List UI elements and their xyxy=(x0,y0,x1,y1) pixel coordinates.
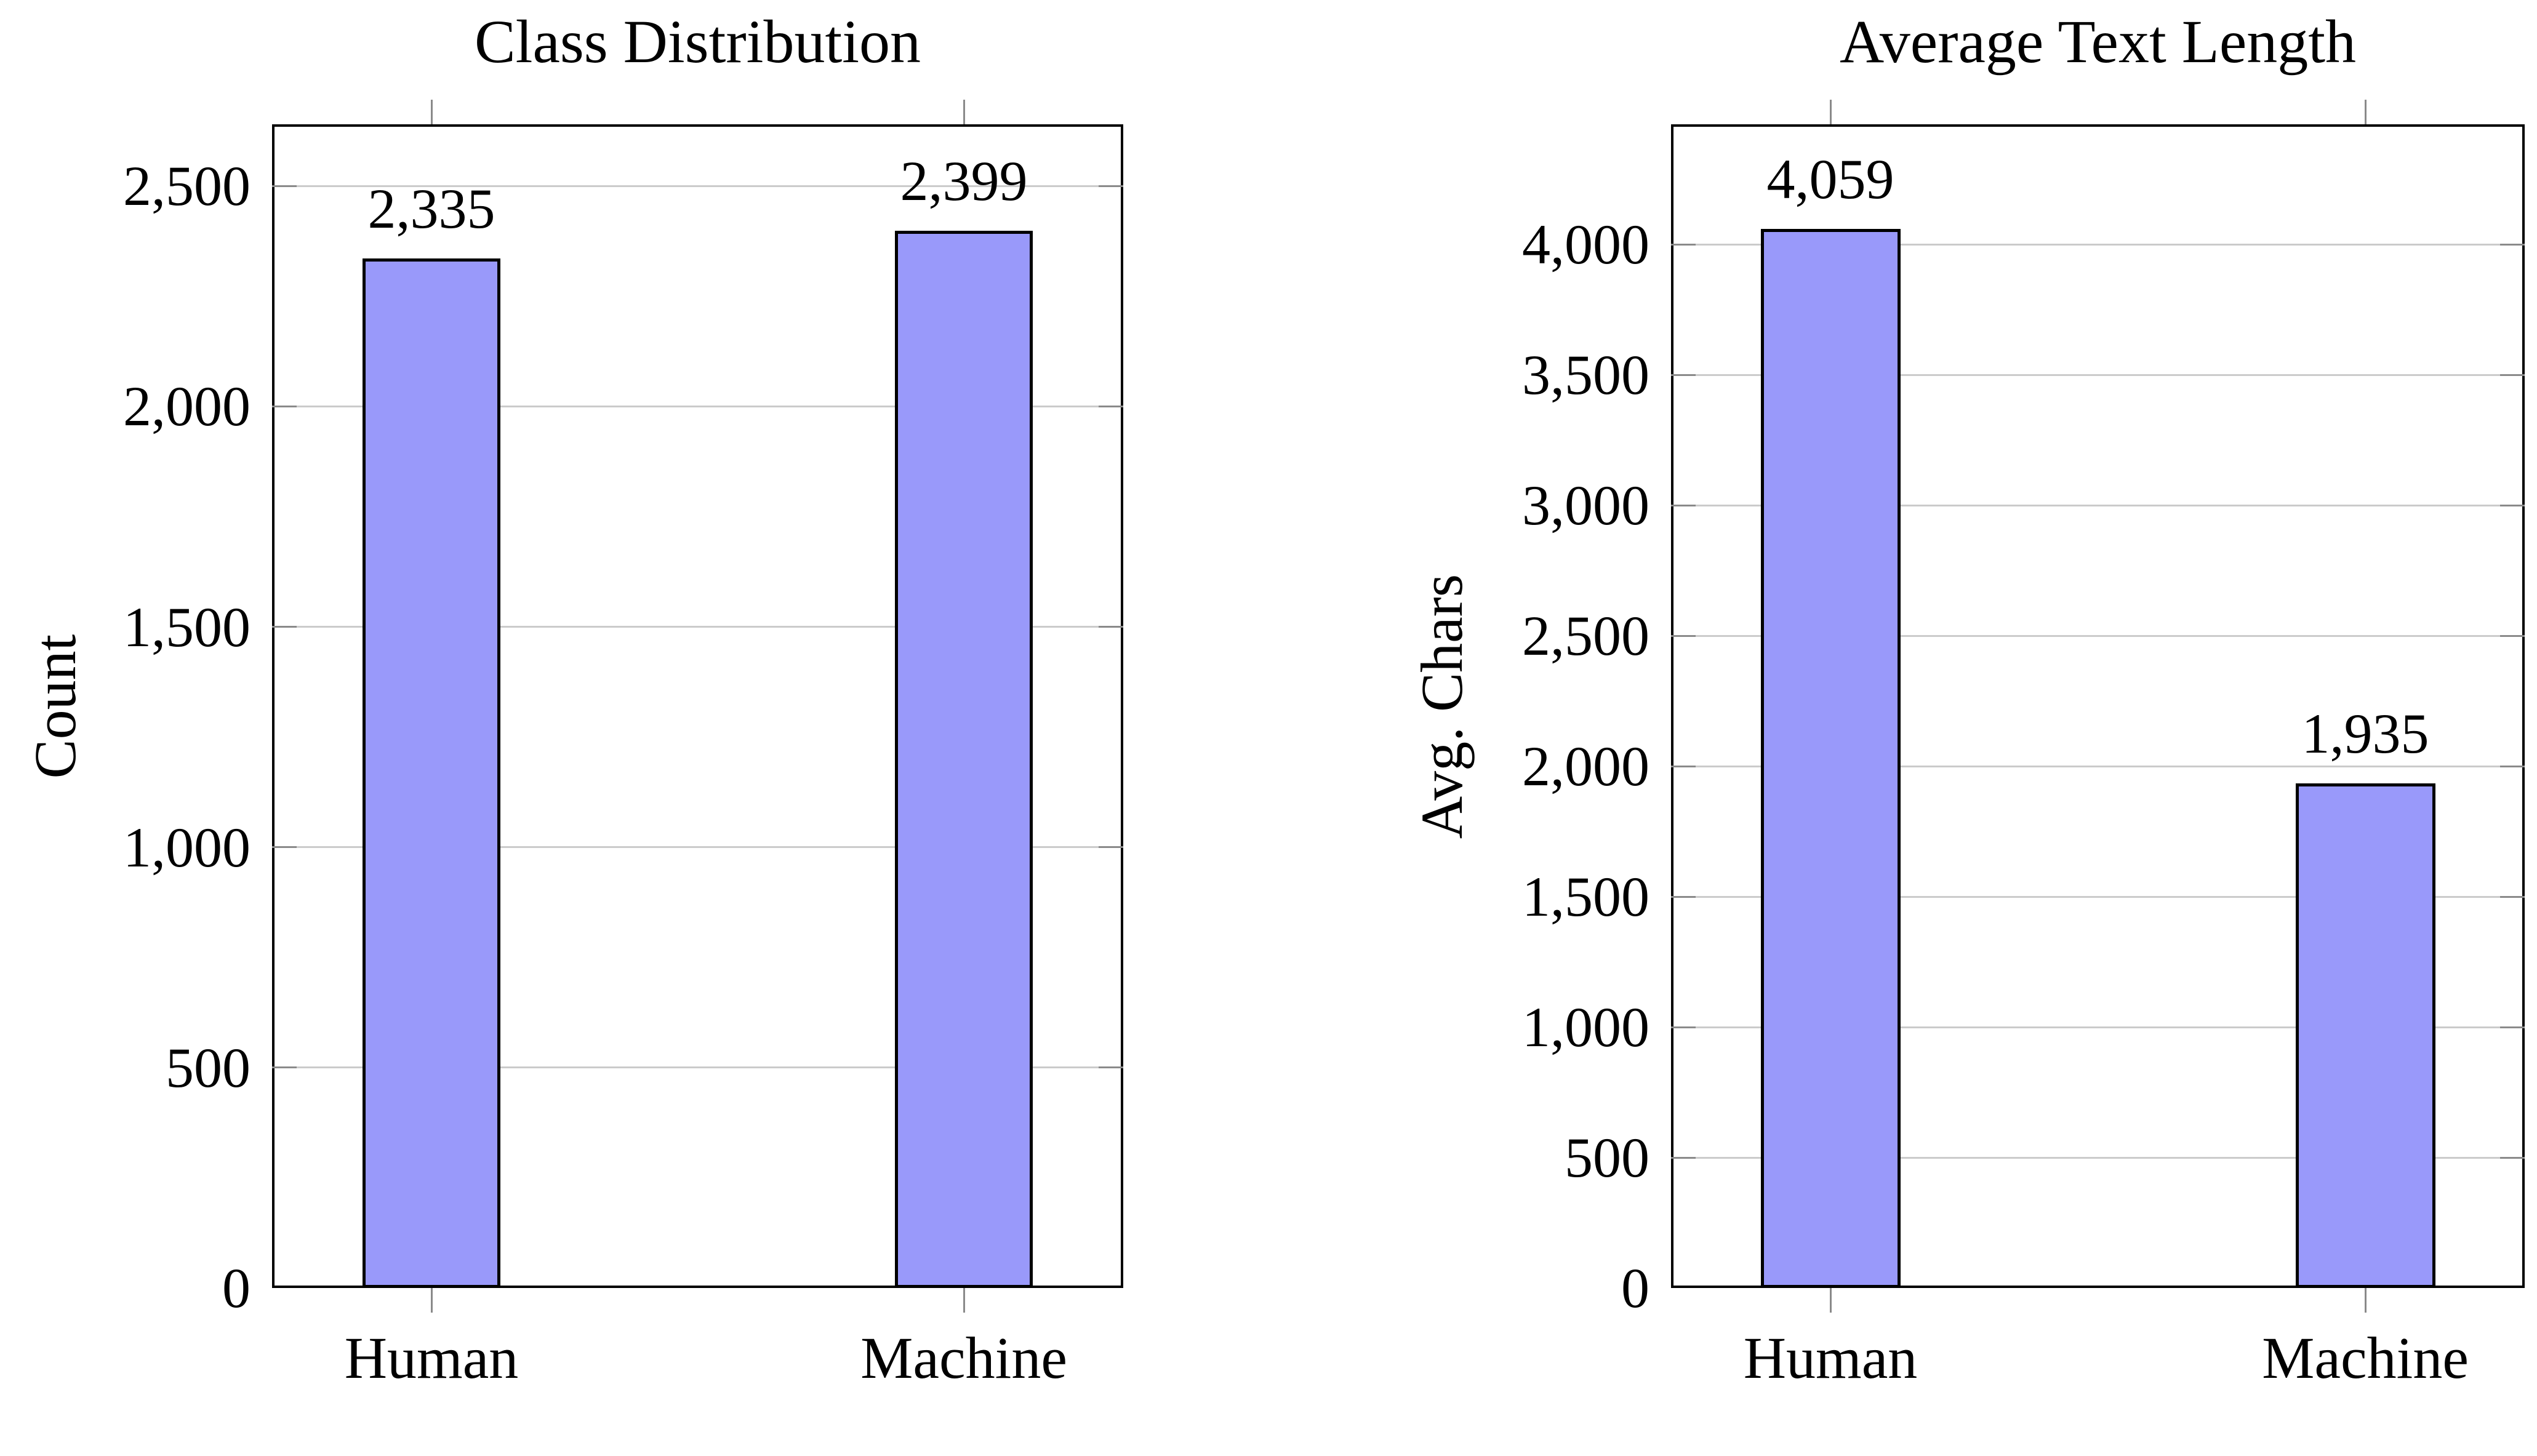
y-tick-mark-left xyxy=(1671,1026,1696,1028)
y-tick-mark-left xyxy=(272,185,297,187)
y-tick-mark-right xyxy=(2500,374,2525,376)
plot-frame xyxy=(1671,124,2525,1288)
y-tick-mark-left xyxy=(1671,504,1696,506)
y-tick-mark-right xyxy=(2500,243,2525,246)
gridline xyxy=(272,626,1123,628)
y-tick-mark-left xyxy=(1671,1156,1696,1159)
x-tick-mark-bottom xyxy=(430,1288,433,1313)
x-tick-mark-top xyxy=(2364,100,2367,124)
y-tick-label: 2,000 xyxy=(123,375,250,438)
gridline xyxy=(1671,504,2525,506)
x-tick-label-machine: Machine xyxy=(860,1325,1067,1391)
y-tick-label: 1,000 xyxy=(123,815,250,879)
y-tick-label: 0 xyxy=(222,1257,250,1319)
gridline xyxy=(272,846,1123,849)
bar-machine xyxy=(895,230,1033,1288)
y-tick-mark-right xyxy=(1099,626,1123,628)
y-tick-label: 1,500 xyxy=(123,595,250,658)
bar-human xyxy=(1760,229,1901,1288)
y-tick-label: 500 xyxy=(1565,1126,1649,1189)
y-tick-mark-left xyxy=(1671,634,1696,637)
y-tick-mark-left xyxy=(1671,243,1696,246)
y-tick-label: 0 xyxy=(1621,1257,1649,1319)
gridline xyxy=(272,185,1123,187)
y-tick-label: 4,000 xyxy=(1522,213,1649,276)
y-tick-mark-right xyxy=(2500,504,2525,506)
x-tick-mark-top xyxy=(963,100,965,124)
y-tick-label: 2,500 xyxy=(1522,604,1649,668)
gridline xyxy=(1671,1026,2525,1028)
y-tick-mark-right xyxy=(2500,634,2525,637)
y-tick-mark-right xyxy=(1099,405,1123,407)
gridline xyxy=(1671,243,2525,246)
chart-title: Average Text Length xyxy=(1840,7,2356,76)
bar-human xyxy=(363,258,500,1288)
bar-value-label: 2,335 xyxy=(367,177,495,241)
y-tick-mark-right xyxy=(1099,846,1123,849)
y-tick-mark-right xyxy=(2500,895,2525,898)
gridline xyxy=(1671,895,2525,898)
x-tick-mark-bottom xyxy=(1829,1288,1832,1313)
bar-machine xyxy=(2295,783,2435,1288)
y-tick-mark-left xyxy=(1671,895,1696,898)
y-tick-label: 1,500 xyxy=(1522,865,1649,928)
x-tick-label-machine: Machine xyxy=(2262,1325,2469,1391)
bar-value-label: 4,059 xyxy=(1766,148,1894,211)
y-tick-mark-left xyxy=(1671,374,1696,376)
y-tick-mark-left xyxy=(272,626,297,628)
gridline xyxy=(1671,1156,2525,1159)
x-tick-mark-bottom xyxy=(2364,1288,2367,1313)
y-tick-mark-right xyxy=(1099,1066,1123,1069)
y-tick-label: 3,000 xyxy=(1522,474,1649,537)
x-tick-mark-top xyxy=(1829,100,1832,124)
x-tick-label-human: Human xyxy=(344,1325,519,1391)
x-tick-mark-bottom xyxy=(963,1288,965,1313)
y-tick-mark-left xyxy=(272,1066,297,1069)
chart-title: Class Distribution xyxy=(474,7,921,76)
y-tick-label: 2,000 xyxy=(1522,735,1649,798)
bar-value-label: 1,935 xyxy=(2301,702,2429,765)
gridline xyxy=(1671,765,2525,767)
gridline xyxy=(272,405,1123,407)
y-tick-mark-right xyxy=(1099,185,1123,187)
y-tick-mark-right xyxy=(2500,1156,2525,1159)
plot-frame xyxy=(272,124,1123,1288)
y-tick-label: 3,500 xyxy=(1522,343,1649,407)
bar-value-label: 2,399 xyxy=(900,149,1028,212)
y-tick-label: 1,000 xyxy=(1522,996,1649,1058)
y-tick-mark-right xyxy=(2500,1026,2525,1028)
x-tick-mark-top xyxy=(430,100,433,124)
y-tick-mark-left xyxy=(1671,765,1696,767)
y-tick-label: 500 xyxy=(166,1036,250,1099)
gridline xyxy=(1671,374,2525,376)
y-tick-mark-left xyxy=(272,846,297,849)
gridline xyxy=(1671,634,2525,637)
gridline xyxy=(272,1066,1123,1069)
y-tick-mark-right xyxy=(2500,765,2525,767)
y-tick-mark-left xyxy=(272,405,297,407)
x-tick-label-human: Human xyxy=(1743,1325,1918,1391)
y-tick-label: 2,500 xyxy=(123,154,250,218)
